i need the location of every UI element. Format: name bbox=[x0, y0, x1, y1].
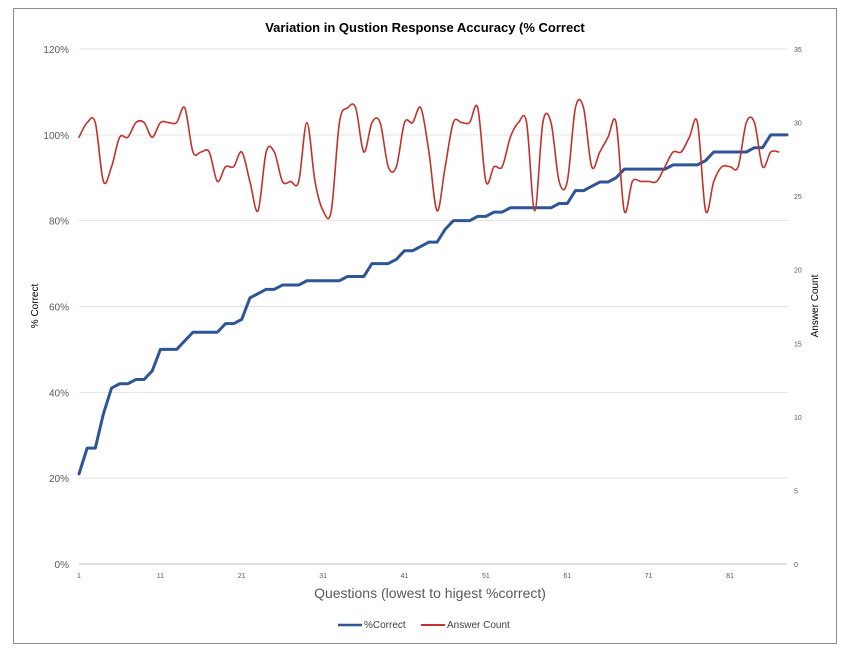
legend: %Correct Answer Count bbox=[338, 620, 510, 631]
chart-frame bbox=[13, 8, 837, 644]
x-tick-label: 41 bbox=[401, 573, 409, 580]
legend-label-answer-count: Answer Count bbox=[447, 620, 510, 631]
chart-title: Variation in Qustion Response Accuracy (… bbox=[265, 20, 585, 35]
x-tick-label: 71 bbox=[645, 573, 653, 580]
y-tick-label-right: 25 bbox=[794, 194, 802, 201]
y-tick-label-left: 60% bbox=[49, 303, 69, 314]
y-tick-label-right: 10 bbox=[794, 415, 802, 422]
y-tick-label-left: 0% bbox=[55, 560, 70, 571]
series-layer bbox=[77, 98, 789, 476]
x-axis-title: Questions (lowest to higest %correct) bbox=[314, 585, 546, 601]
y-tick-label-left: 100% bbox=[43, 131, 69, 142]
y-tick-label-right: 0 bbox=[794, 562, 798, 569]
x-tick-label: 1 bbox=[77, 573, 81, 580]
y-tick-label-left: 20% bbox=[49, 474, 69, 485]
x-tick-label: 31 bbox=[319, 573, 327, 580]
x-tick-label: 51 bbox=[482, 573, 490, 580]
legend-label-correct: %Correct bbox=[364, 620, 406, 631]
y-tick-label-right: 35 bbox=[794, 47, 802, 54]
y-tick-label-right: 15 bbox=[794, 341, 802, 348]
gridlines bbox=[79, 48, 787, 565]
y-tick-label-right: 20 bbox=[794, 268, 802, 275]
y-tick-label-left: 120% bbox=[43, 45, 69, 56]
y-tick-label-left: 40% bbox=[49, 388, 69, 399]
series-line-answer-count bbox=[78, 98, 780, 220]
y-axis-title-left: % Correct bbox=[30, 284, 41, 329]
series-line-correct bbox=[77, 133, 789, 476]
x-tick-label: 61 bbox=[563, 573, 571, 580]
x-tick-label: 81 bbox=[726, 573, 734, 580]
y-tick-label-right: 30 bbox=[794, 121, 802, 128]
x-tick-label: 21 bbox=[238, 573, 246, 580]
x-tick-label: 11 bbox=[157, 573, 164, 580]
y-tick-label-right: 5 bbox=[794, 488, 798, 495]
y-axis-title-right: Answer Count bbox=[810, 274, 821, 337]
y-tick-label-left: 80% bbox=[49, 217, 69, 228]
